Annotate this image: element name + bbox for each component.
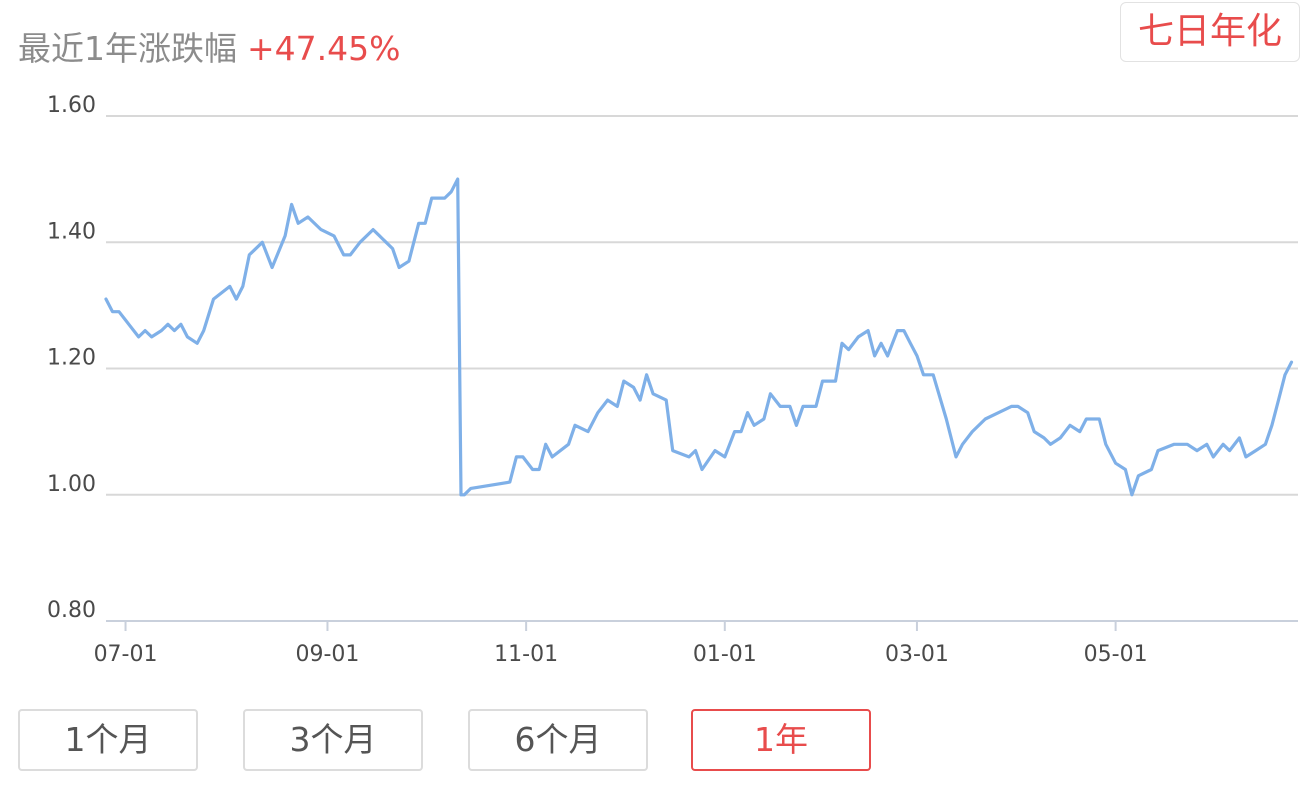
range-3-month-button[interactable]: 3个月 bbox=[243, 709, 423, 771]
return-value: +47.45% bbox=[247, 29, 401, 68]
x-tick-label: 05-01 bbox=[1084, 642, 1148, 667]
return-summary: 最近1年涨跌幅 +47.45% bbox=[18, 26, 400, 72]
x-axis-ticks: 07-01 09-01 11-01 01-01 03-01 05-01 bbox=[94, 621, 1148, 667]
y-axis-ticks: 1.60 1.40 1.20 1.00 0.80 bbox=[47, 93, 96, 623]
nav-line-chart: 1.60 1.40 1.20 1.00 0.80 07-01 09-01 11-01 01-0… bbox=[47, 93, 1298, 667]
x-tick-label: 01-01 bbox=[693, 642, 757, 667]
y-tick-label: 1.60 bbox=[47, 93, 96, 118]
seven-day-annualized-toggle[interactable]: 七日年化 bbox=[1120, 2, 1300, 62]
range-1-year-button[interactable]: 1年 bbox=[691, 709, 871, 771]
x-tick-label: 07-01 bbox=[94, 642, 158, 667]
y-tick-label: 1.40 bbox=[47, 219, 96, 244]
x-tick-label: 09-01 bbox=[295, 642, 359, 667]
return-label: 最近1年涨跌幅 bbox=[18, 29, 237, 68]
range-6-month-button[interactable]: 6个月 bbox=[468, 709, 648, 771]
grid-lines bbox=[106, 115, 1298, 622]
y-tick-label: 0.80 bbox=[47, 598, 96, 623]
y-tick-label: 1.00 bbox=[47, 472, 96, 497]
y-tick-label: 1.20 bbox=[47, 346, 96, 371]
nav-series-line bbox=[104, 177, 1294, 497]
x-tick-label: 03-01 bbox=[885, 642, 949, 667]
x-tick-label: 11-01 bbox=[494, 642, 558, 667]
range-1-month-button[interactable]: 1个月 bbox=[18, 709, 198, 771]
